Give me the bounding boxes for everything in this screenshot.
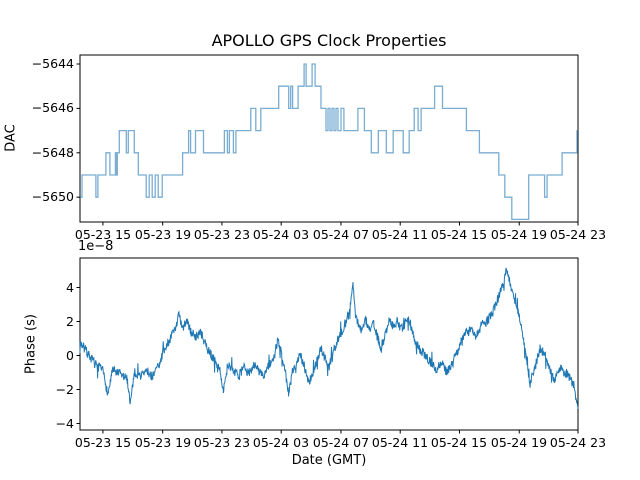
x-tick-label: 05-23 15 bbox=[74, 435, 132, 450]
phase-offset-text: 1e−8 bbox=[78, 239, 114, 254]
date-axis-label: Date (GMT) bbox=[291, 453, 367, 468]
x-tick-label: 05-24 03 bbox=[252, 227, 310, 242]
x-tick-label: 05-24 15 bbox=[430, 227, 488, 242]
y-tick-label: −5646 bbox=[31, 100, 74, 115]
y-tick-label: −5644 bbox=[31, 56, 74, 71]
y-tick-label: −2 bbox=[55, 382, 74, 397]
x-tick-label: 05-24 23 bbox=[549, 227, 607, 242]
x-tick-label: 05-23 23 bbox=[193, 227, 251, 242]
x-tick-label: 05-24 03 bbox=[252, 435, 310, 450]
y-tick-label: −4 bbox=[55, 416, 74, 431]
figure-title: APOLLO GPS Clock Properties bbox=[211, 31, 447, 50]
y-tick-label: −5648 bbox=[31, 145, 74, 160]
x-tick-label: 05-24 19 bbox=[490, 435, 548, 450]
x-tick-label: 05-24 07 bbox=[312, 435, 370, 450]
x-tick-label: 05-24 07 bbox=[312, 227, 370, 242]
x-tick-label: 05-23 23 bbox=[193, 435, 251, 450]
x-tick-label: 05-23 15 bbox=[74, 227, 132, 242]
x-tick-label: 05-24 11 bbox=[371, 435, 429, 450]
x-tick-label: 05-23 19 bbox=[134, 435, 192, 450]
dac-step-line bbox=[80, 63, 578, 221]
y-tick-label: 2 bbox=[66, 314, 74, 329]
x-tick-label: 05-24 19 bbox=[490, 227, 548, 242]
phase-line bbox=[79, 267, 579, 409]
y-tick-label: 4 bbox=[66, 280, 74, 295]
y-tick-label: 0 bbox=[66, 348, 74, 363]
x-tick-label: 05-24 15 bbox=[430, 435, 488, 450]
x-tick-label: 05-24 23 bbox=[549, 435, 607, 450]
x-tick-label: 05-23 19 bbox=[134, 227, 192, 242]
y-tick-label: −5650 bbox=[31, 189, 74, 204]
x-tick-label: 05-24 11 bbox=[371, 227, 429, 242]
